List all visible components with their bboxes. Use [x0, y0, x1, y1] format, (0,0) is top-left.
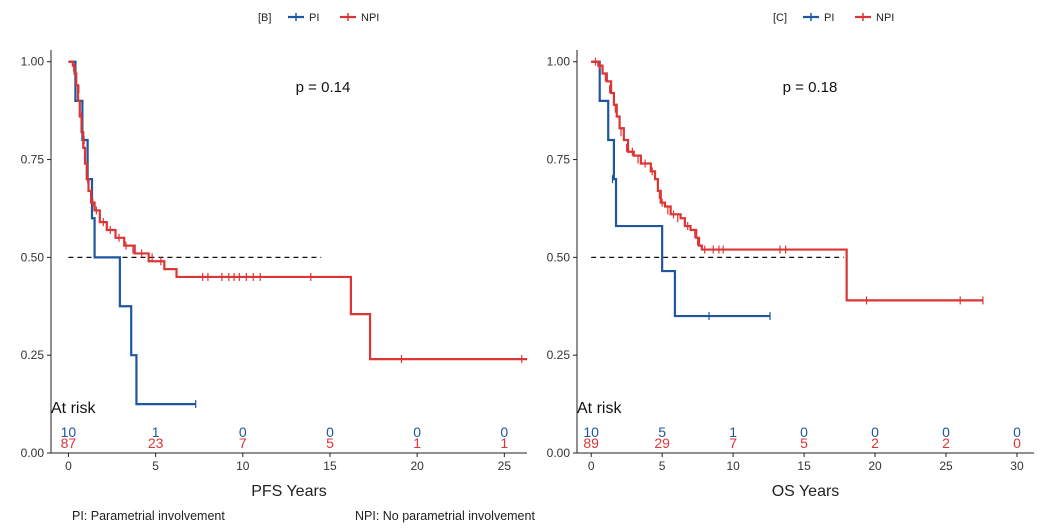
x-tick-label: 5 [152, 459, 159, 473]
at-risk-count-npi: 0 [1013, 435, 1021, 451]
at-risk-count-pi: 0 [413, 424, 421, 440]
legend-label-pi: PI [309, 12, 319, 24]
x-tick-label: 15 [323, 459, 337, 473]
y-tick-label: 0.50 [547, 250, 571, 264]
at-risk-count-pi: 1 [729, 424, 737, 440]
at-risk-count-npi: 87 [61, 435, 77, 451]
x-tick-label: 0 [65, 459, 72, 473]
at-risk-count-npi: 7 [729, 435, 737, 451]
legend-label-pi: PI [824, 12, 834, 24]
y-tick-label: 0.00 [547, 446, 571, 460]
x-tick-label: 10 [726, 459, 740, 473]
p-value-annotation: p = 0.18 [783, 79, 838, 96]
x-tick-label: 30 [1010, 459, 1024, 473]
at-risk-count-pi: 0 [239, 424, 247, 440]
y-tick-label: 0.75 [547, 153, 571, 167]
at-risk-count-pi: 10 [583, 424, 599, 440]
legend-label-npi: NPI [361, 12, 379, 24]
at-risk-count-pi: 5 [658, 424, 666, 440]
at-risk-count-npi: 23 [148, 435, 164, 451]
x-tick-label: 25 [498, 459, 512, 473]
at-risk-count-npi: 89 [583, 435, 599, 451]
km-curve-npi [591, 60, 983, 302]
at-risk-label: At risk [51, 400, 96, 417]
y-tick-label: 0.25 [547, 348, 571, 362]
km-curve-npi [68, 60, 527, 361]
at-risk-count-npi: 2 [942, 435, 950, 451]
at-risk-count-npi: 5 [326, 435, 334, 451]
y-tick-label: 0.75 [21, 153, 45, 167]
legend-label-npi: NPI [876, 12, 894, 24]
y-tick-label: 0.50 [21, 250, 45, 264]
at-risk-count-npi: 29 [654, 435, 670, 451]
at-risk-count-npi: 5 [800, 435, 808, 451]
y-tick-label: 1.00 [21, 55, 45, 69]
legend-title: [C] [773, 12, 787, 24]
at-risk-label: At risk [577, 400, 622, 417]
x-tick-label: 20 [410, 459, 424, 473]
at-risk-count-npi: 1 [500, 435, 508, 451]
at-risk-count-pi: 0 [942, 424, 950, 440]
y-tick-label: 0.00 [21, 446, 45, 460]
at-risk-count-pi: 0 [500, 424, 508, 440]
y-tick-label: 1.00 [547, 55, 571, 69]
x-tick-label: 25 [939, 459, 953, 473]
footnote-pi: PI: Parametrial involvement [72, 509, 225, 523]
x-axis-label: OS Years [772, 483, 840, 500]
km-curve-pi [68, 60, 196, 406]
x-tick-label: 0 [588, 459, 595, 473]
at-risk-count-pi: 1 [152, 424, 160, 440]
legend-title: [B] [258, 12, 271, 24]
x-tick-label: 10 [236, 459, 250, 473]
legend: [C] PI NPI [773, 12, 894, 24]
footnote-npi: NPI: No parametrial involvement [355, 509, 535, 523]
at-risk-count-pi: 10 [61, 424, 77, 440]
p-value-annotation: p = 0.14 [296, 79, 351, 96]
at-risk-count-pi: 0 [1013, 424, 1021, 440]
at-risk-count-pi: 0 [326, 424, 334, 440]
y-tick-label: 0.25 [21, 348, 45, 362]
at-risk-count-pi: 0 [800, 424, 808, 440]
x-tick-label: 5 [659, 459, 666, 473]
at-risk-count-npi: 7 [239, 435, 247, 451]
km-curve-pi [591, 60, 771, 318]
at-risk-count-npi: 1 [413, 435, 421, 451]
x-tick-label: 20 [868, 459, 882, 473]
x-axis-label: PFS Years [251, 483, 327, 500]
at-risk-count-npi: 2 [871, 435, 879, 451]
x-tick-label: 15 [797, 459, 811, 473]
legend: [B] PI NPI [258, 12, 379, 24]
at-risk-count-pi: 0 [871, 424, 879, 440]
